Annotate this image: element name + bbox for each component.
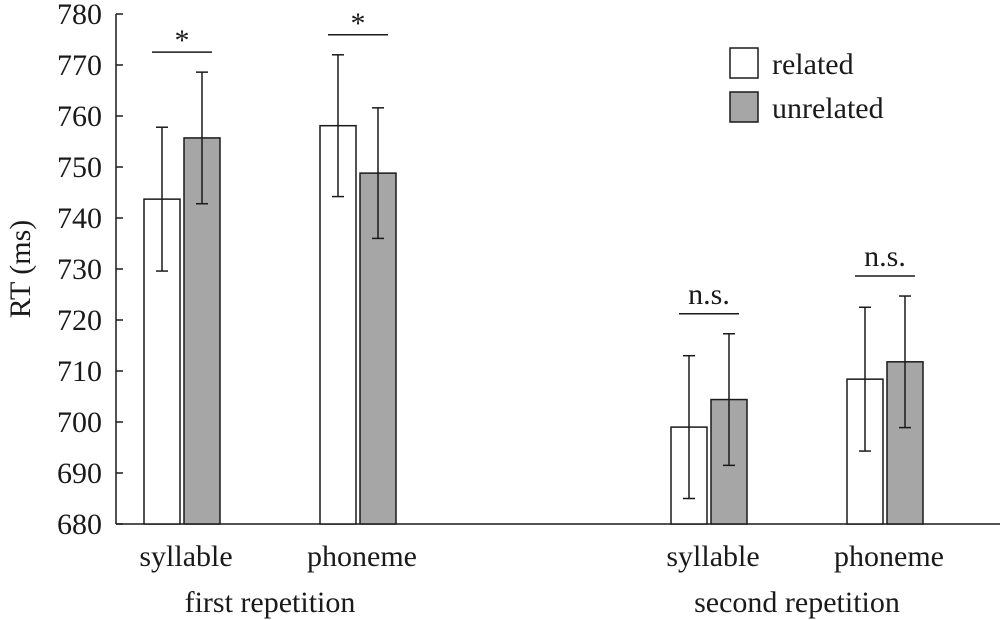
error-bars (156, 54, 911, 500)
significance-markers: * * n.s. n.s. (152, 7, 915, 315)
y-tick-label: 720 (57, 304, 102, 337)
axes: 680 690 700 710 720 730 740 750 760 770 780 RT (ms) (4, 0, 1000, 541)
legend-label: unrelated (772, 92, 884, 125)
bar-related (143, 198, 181, 525)
y-axis-title: RT (ms) (4, 220, 37, 318)
y-tick-label: 760 (57, 100, 102, 133)
y-tick-label: 740 (57, 202, 102, 235)
bars (143, 124, 924, 525)
category-label: syllable (666, 540, 759, 573)
y-tick-label: 690 (57, 457, 102, 490)
legend-swatch-related (729, 47, 759, 79)
legend-label: related (772, 48, 854, 81)
y-tick-label: 770 (57, 49, 102, 82)
significance-label: n.s. (864, 240, 906, 273)
legend: related unrelated (729, 47, 884, 125)
y-tick-label: 680 (57, 508, 102, 541)
y-tick-label: 750 (57, 151, 102, 184)
y-tick-label: 710 (57, 355, 102, 388)
group-label: first repetition (185, 586, 356, 619)
significance-label: * (175, 24, 190, 57)
y-tick-label: 780 (57, 0, 102, 31)
y-tick-label: 700 (57, 406, 102, 439)
significance-label: n.s. (688, 278, 730, 311)
category-label: syllable (139, 540, 232, 573)
category-label: phoneme (307, 540, 417, 573)
significance-label: * (351, 7, 366, 40)
group-label: second repetition (694, 586, 900, 619)
legend-swatch-unrelated (729, 91, 759, 123)
category-label: phoneme (834, 540, 944, 573)
x-axis-labels: syllable phoneme first repetition syllable p… (139, 540, 944, 619)
y-tick-label: 730 (57, 253, 102, 286)
